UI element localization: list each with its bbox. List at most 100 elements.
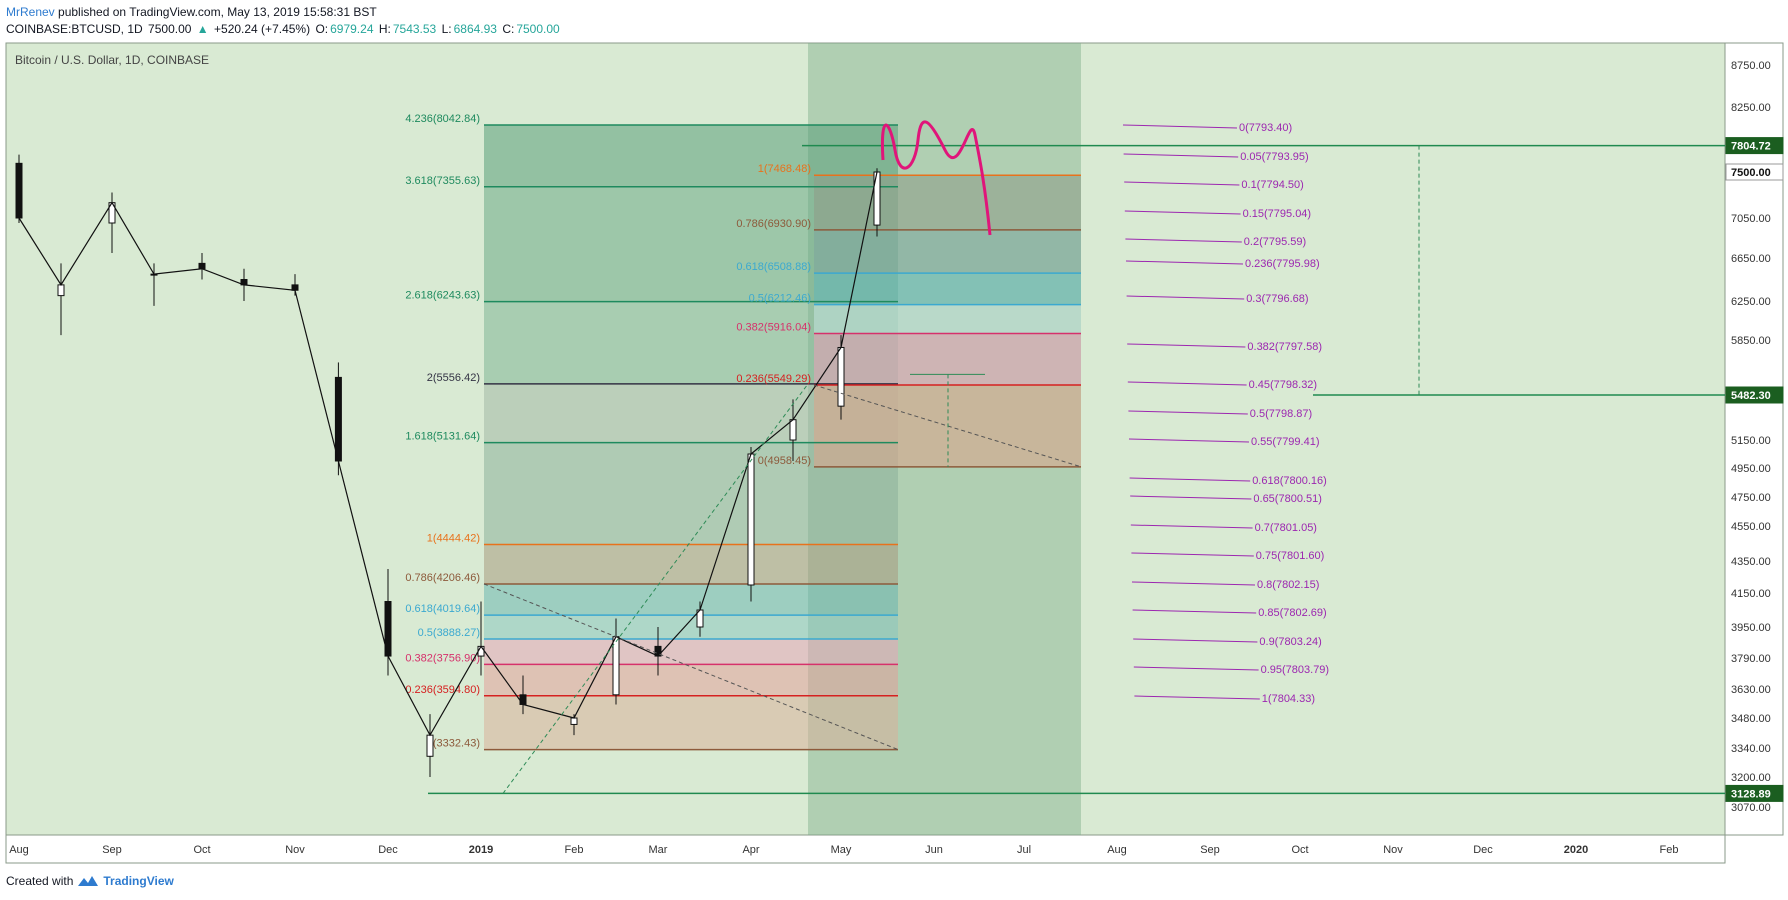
- chart-header: MrRenev published on TradingView.com, Ma…: [6, 4, 562, 38]
- time-axis[interactable]: [5, 834, 1726, 864]
- fan-level-label: 0.9(7803.24): [1259, 636, 1321, 648]
- fan-level-label: 1(7804.33): [1262, 693, 1315, 705]
- fan-level-label: 0.5(7798.87): [1250, 408, 1312, 420]
- fan-line: [1131, 552, 1254, 557]
- price-tick-label: 4750.00: [1731, 492, 1771, 504]
- retrace-zone-band: [814, 229, 1081, 274]
- fan-level-label: 0.7(7801.05): [1255, 522, 1317, 534]
- retrace-zone-band: [814, 175, 1081, 230]
- candle-body: [334, 376, 342, 462]
- time-tick-label: Dec: [1473, 844, 1493, 856]
- time-tick-label: Dec: [378, 844, 398, 856]
- price-badge: [1725, 784, 1784, 802]
- fan-level-label: 0.2(7795.59): [1244, 236, 1306, 248]
- fan-line: [1128, 438, 1250, 443]
- retrace-level-label: 0.786(6930.90): [736, 218, 811, 230]
- high-value: 7543.53: [392, 22, 437, 36]
- fib-zone-band: [484, 638, 898, 665]
- tradingview-brand[interactable]: TradingView: [103, 874, 174, 888]
- price-tick-label: 7050.00: [1731, 213, 1771, 225]
- price-badge-label: 7500.00: [1731, 167, 1771, 179]
- hand-drawn-squiggle: [880, 120, 992, 236]
- candle-body: [747, 453, 755, 586]
- fan-line: [1125, 238, 1242, 243]
- retrace-level-label: 0.382(5916.04): [736, 322, 811, 334]
- time-tick-label: Mar: [649, 844, 668, 856]
- fan-line: [1130, 495, 1252, 500]
- fan-level-label: 0(7793.40): [1239, 122, 1292, 134]
- fan-level-label: 0.3(7796.68): [1246, 293, 1308, 305]
- price-tick-label: 5150.00: [1731, 435, 1771, 447]
- price-badge-label: 3128.89: [1731, 788, 1771, 800]
- fan-line: [1129, 477, 1251, 482]
- last-price: 7500.00: [148, 22, 192, 36]
- open-label: O:: [315, 22, 329, 36]
- time-tick-label: Nov: [285, 844, 305, 856]
- fan-line: [1128, 410, 1248, 415]
- time-tick-label: 2019: [469, 844, 493, 856]
- fan-line: [1127, 343, 1246, 348]
- fan-line: [1124, 210, 1241, 215]
- fan-line: [1124, 181, 1240, 186]
- price-tick-label: 3950.00: [1731, 622, 1771, 634]
- fan-line: [1131, 581, 1256, 586]
- retrace-level-label: 0.236(5549.29): [736, 373, 811, 385]
- fan-level-label: 0.8(7802.15): [1257, 579, 1319, 591]
- fib-level-label: 2(5556.42): [427, 372, 480, 384]
- time-tick-label: Nov: [1383, 844, 1403, 856]
- fan-level-label: 0.45(7798.32): [1249, 379, 1318, 391]
- fan-line: [1130, 524, 1253, 529]
- retrace-level-label: 0.618(6508.88): [736, 261, 811, 273]
- retrace-zone-band: [814, 273, 1081, 305]
- price-tick-label: 4950.00: [1731, 463, 1771, 475]
- author-link[interactable]: MrRenev: [6, 5, 55, 19]
- fan-level-label: 0.55(7799.41): [1251, 436, 1320, 448]
- time-tick-label: Jul: [1017, 844, 1031, 856]
- fan-level-label: 0.05(7793.95): [1240, 151, 1309, 163]
- published-text: published on TradingView.com, May 13, 20…: [58, 5, 377, 19]
- price-tick-label: 3630.00: [1731, 684, 1771, 696]
- time-tick-label: Feb: [565, 844, 584, 856]
- fan-line: [1122, 124, 1238, 129]
- price-tick-label: 3200.00: [1731, 772, 1771, 784]
- retrace-level-label: 0(4958.45): [758, 455, 811, 467]
- change-text: +520.24 (+7.45%): [214, 22, 311, 36]
- low-label: L:: [441, 22, 452, 36]
- time-tick-label: Jun: [925, 844, 943, 856]
- fan-line: [1133, 638, 1258, 643]
- fib-level-label: 0.236(3594.80): [405, 684, 480, 696]
- fan-level-label: 0.75(7801.60): [1256, 550, 1325, 562]
- fan-level-label: 0.1(7794.50): [1241, 179, 1303, 191]
- price-tick-label: 6650.00: [1731, 253, 1771, 265]
- retrace-zone-band: [814, 304, 1081, 334]
- close-value: 7500.00: [516, 22, 560, 36]
- fib-level-label: 0.382(3756.90): [405, 652, 480, 664]
- publish-line: MrRenev published on TradingView.com, Ma…: [6, 4, 562, 21]
- price-tick-label: 3070.00: [1731, 802, 1771, 814]
- high-label: H:: [378, 22, 391, 36]
- price-tick-label: 4550.00: [1731, 521, 1771, 533]
- price-badge-label: 7804.72: [1731, 141, 1771, 153]
- price-tick-label: 8250.00: [1731, 102, 1771, 114]
- open-value: 6979.24: [330, 22, 374, 36]
- fan-line: [1134, 695, 1260, 700]
- up-arrow-icon: ▲: [196, 22, 209, 36]
- price-badge: [1725, 163, 1784, 181]
- fib-level-label: 1.618(5131.64): [405, 431, 480, 443]
- fib-zone-band: [484, 544, 898, 584]
- time-tick-label: Oct: [1291, 844, 1308, 856]
- price-tick-label: 8750.00: [1731, 60, 1771, 72]
- fib-zone-band: [484, 583, 898, 616]
- tradingview-logo-icon: [78, 876, 99, 886]
- fib-level-label: 0.786(4206.46): [405, 572, 480, 584]
- candle-body: [837, 346, 845, 407]
- close-label: C:: [502, 22, 515, 36]
- symbol-text: COINBASE:BTCUSD, 1D: [6, 22, 143, 36]
- time-tick-label: 2020: [1564, 844, 1588, 856]
- fan-line: [1132, 609, 1257, 614]
- retrace-level-label: 1(7468.48): [758, 163, 811, 175]
- footer: Created with TradingView: [6, 874, 174, 888]
- fib-level-label: 2.618(6243.63): [405, 290, 480, 302]
- created-with-text: Created with: [6, 874, 74, 888]
